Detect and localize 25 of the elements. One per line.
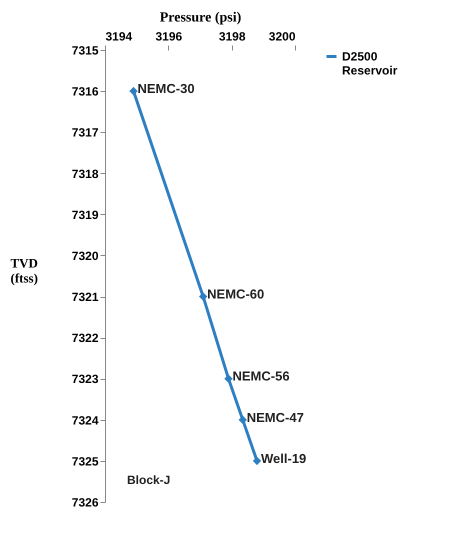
y-tick-label: 7324 xyxy=(72,413,99,428)
y-axis-title: TVD (ftss) xyxy=(10,256,38,286)
y-tick-label: 7320 xyxy=(72,248,99,263)
x-tick-label: 3198 xyxy=(218,30,246,44)
y-tick-label: 7323 xyxy=(72,372,99,386)
legend-label: D2500 Reservoir xyxy=(342,50,398,78)
annotation: NEMC-30 xyxy=(138,81,195,96)
y-tick-label: 7322 xyxy=(72,331,99,346)
annotation: NEMC-47 xyxy=(246,410,304,425)
x-tick-label: 3200 xyxy=(268,30,296,44)
x-axis-title: Pressure (psi) xyxy=(160,10,242,26)
annotation: Well-19 xyxy=(261,450,306,466)
y-tick-label: 7315 xyxy=(72,44,99,58)
y-tick-label: 7316 xyxy=(72,84,99,99)
annotation: NEMC-56 xyxy=(232,368,290,384)
y-tick-label: 7321 xyxy=(72,290,99,304)
y-tick-label: 7317 xyxy=(72,126,99,140)
annotation: NEMC-60 xyxy=(207,286,264,302)
x-tick-label: 3196 xyxy=(155,30,183,44)
y-tick-label: 7318 xyxy=(72,166,99,181)
annotation: Block-J xyxy=(127,473,170,487)
y-tick-label: 7319 xyxy=(72,208,99,222)
x-tick-label: 3194 xyxy=(106,30,133,44)
y-tick-label: 7326 xyxy=(72,496,99,510)
y-tick-label: 7325 xyxy=(72,454,99,468)
